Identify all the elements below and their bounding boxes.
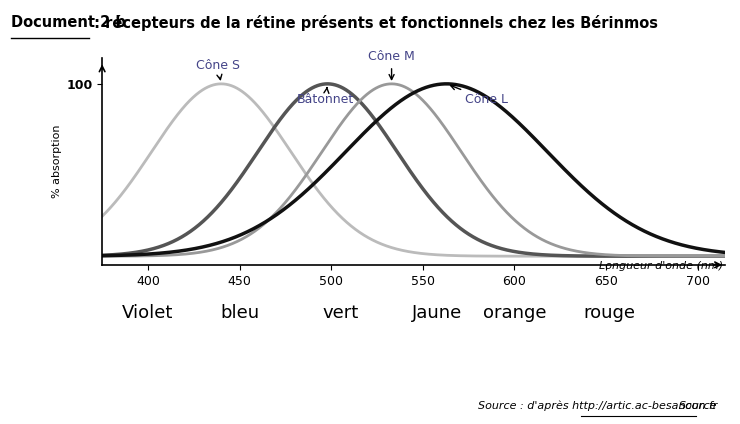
Text: rouge: rouge xyxy=(584,304,636,323)
Text: Document 2 b: Document 2 b xyxy=(11,15,126,30)
Text: Jaune: Jaune xyxy=(412,304,462,323)
Y-axis label: % absorption: % absorption xyxy=(52,125,62,198)
Text: Violet: Violet xyxy=(122,304,174,323)
Text: Source : d'après http://artic.ac-besancon.fr: Source : d'après http://artic.ac-besanco… xyxy=(479,401,718,411)
Text: Source: Source xyxy=(679,401,718,411)
Text: : récepteurs de la rétine présents et fonctionnels chez les Bérinmos: : récepteurs de la rétine présents et fo… xyxy=(89,15,658,31)
Text: bleu: bleu xyxy=(220,304,259,323)
Text: Bâtonnet: Bâtonnet xyxy=(297,87,354,106)
Text: Cône S: Cône S xyxy=(195,59,240,80)
Text: Cône L: Cône L xyxy=(451,85,508,106)
Text: Cône M: Cône M xyxy=(369,50,415,80)
Text: Longueur d'onde (nm): Longueur d'onde (nm) xyxy=(599,261,723,271)
Text: vert: vert xyxy=(322,304,358,323)
Text: orange: orange xyxy=(482,304,546,323)
